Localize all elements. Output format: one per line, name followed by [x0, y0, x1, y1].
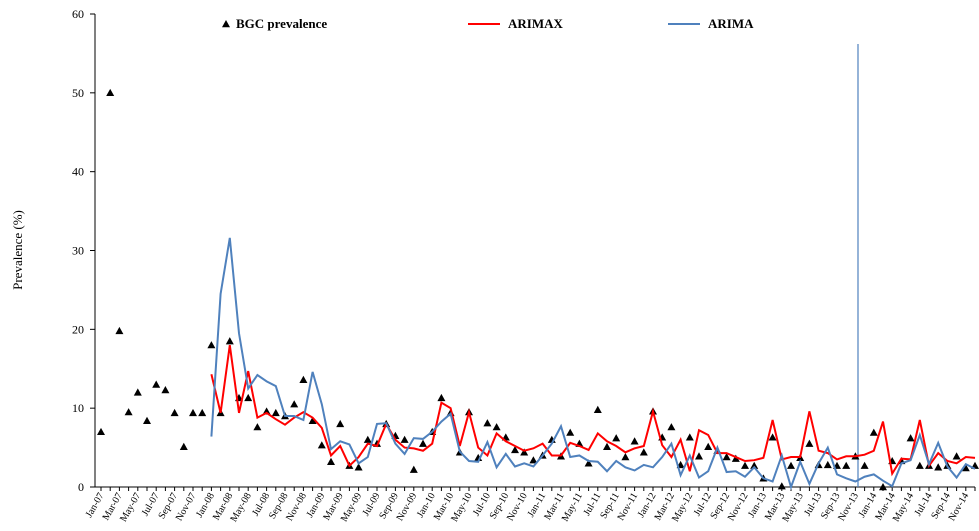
y-tick-label: 30 — [72, 244, 84, 258]
data-point — [170, 408, 179, 417]
y-tick-label: 20 — [72, 322, 84, 336]
data-point — [97, 427, 105, 436]
data-point — [409, 465, 418, 473]
data-point — [133, 388, 142, 396]
data-point — [777, 482, 786, 490]
series-line — [210, 237, 976, 491]
legend-marker — [222, 20, 230, 28]
data-point — [695, 452, 703, 460]
data-point — [823, 460, 832, 469]
data-point — [603, 442, 611, 450]
y-tick-label: 50 — [72, 86, 84, 100]
data-point — [704, 442, 713, 450]
data-point — [271, 408, 280, 417]
data-point — [520, 448, 529, 456]
data-point — [529, 456, 538, 464]
data-point — [363, 435, 372, 443]
data-point — [787, 461, 795, 469]
data-point — [400, 435, 409, 443]
data-point — [879, 483, 887, 491]
data-point — [511, 445, 519, 454]
data-point — [915, 461, 924, 469]
data-point — [566, 428, 575, 436]
legend-label: ARIMA — [708, 16, 754, 31]
data-point — [161, 386, 170, 394]
y-tick-label: 60 — [72, 7, 84, 21]
y-tick-label: 40 — [72, 165, 84, 179]
data-point — [750, 461, 759, 469]
data-point — [189, 408, 197, 417]
data-point — [584, 459, 593, 467]
y-tick-label: 0 — [78, 480, 84, 494]
data-point — [768, 433, 777, 441]
legend-label: ARIMAX — [508, 16, 563, 31]
data-point — [124, 408, 133, 416]
data-point — [722, 453, 731, 461]
data-point — [934, 463, 943, 471]
data-point — [290, 400, 299, 408]
data-point — [143, 416, 151, 424]
data-point — [492, 423, 501, 431]
data-point — [152, 380, 161, 388]
y-axis-label: Prevalence (%) — [10, 210, 25, 290]
data-point — [952, 452, 961, 460]
data-point — [317, 441, 326, 449]
data-point — [179, 442, 188, 450]
data-point — [805, 439, 814, 447]
data-point — [354, 463, 363, 471]
data-point — [612, 434, 621, 442]
data-point — [741, 461, 749, 469]
data-point — [207, 341, 216, 349]
legend-label: BGC prevalence — [236, 16, 327, 31]
series-line — [210, 344, 976, 477]
data-point — [906, 434, 915, 442]
data-point — [419, 439, 427, 447]
data-point — [106, 88, 115, 97]
data-point — [961, 464, 970, 472]
data-point — [327, 457, 335, 465]
data-point — [262, 407, 271, 415]
data-point — [593, 405, 602, 413]
data-point — [639, 448, 648, 456]
data-point — [115, 326, 124, 335]
data-point — [308, 416, 317, 424]
data-point — [860, 461, 869, 469]
data-point — [336, 419, 345, 428]
data-point — [198, 408, 207, 417]
data-point — [731, 454, 740, 462]
data-point — [483, 419, 492, 427]
y-tick-label: 10 — [72, 401, 84, 415]
data-point — [869, 428, 878, 436]
data-point — [299, 375, 308, 383]
data-point — [621, 453, 630, 461]
data-point — [630, 437, 639, 445]
data-point — [685, 433, 694, 441]
data-point — [225, 337, 234, 345]
data-point — [253, 423, 262, 431]
data-point — [437, 393, 446, 402]
data-point — [842, 461, 851, 469]
data-point — [244, 393, 253, 402]
data-point — [667, 423, 676, 431]
